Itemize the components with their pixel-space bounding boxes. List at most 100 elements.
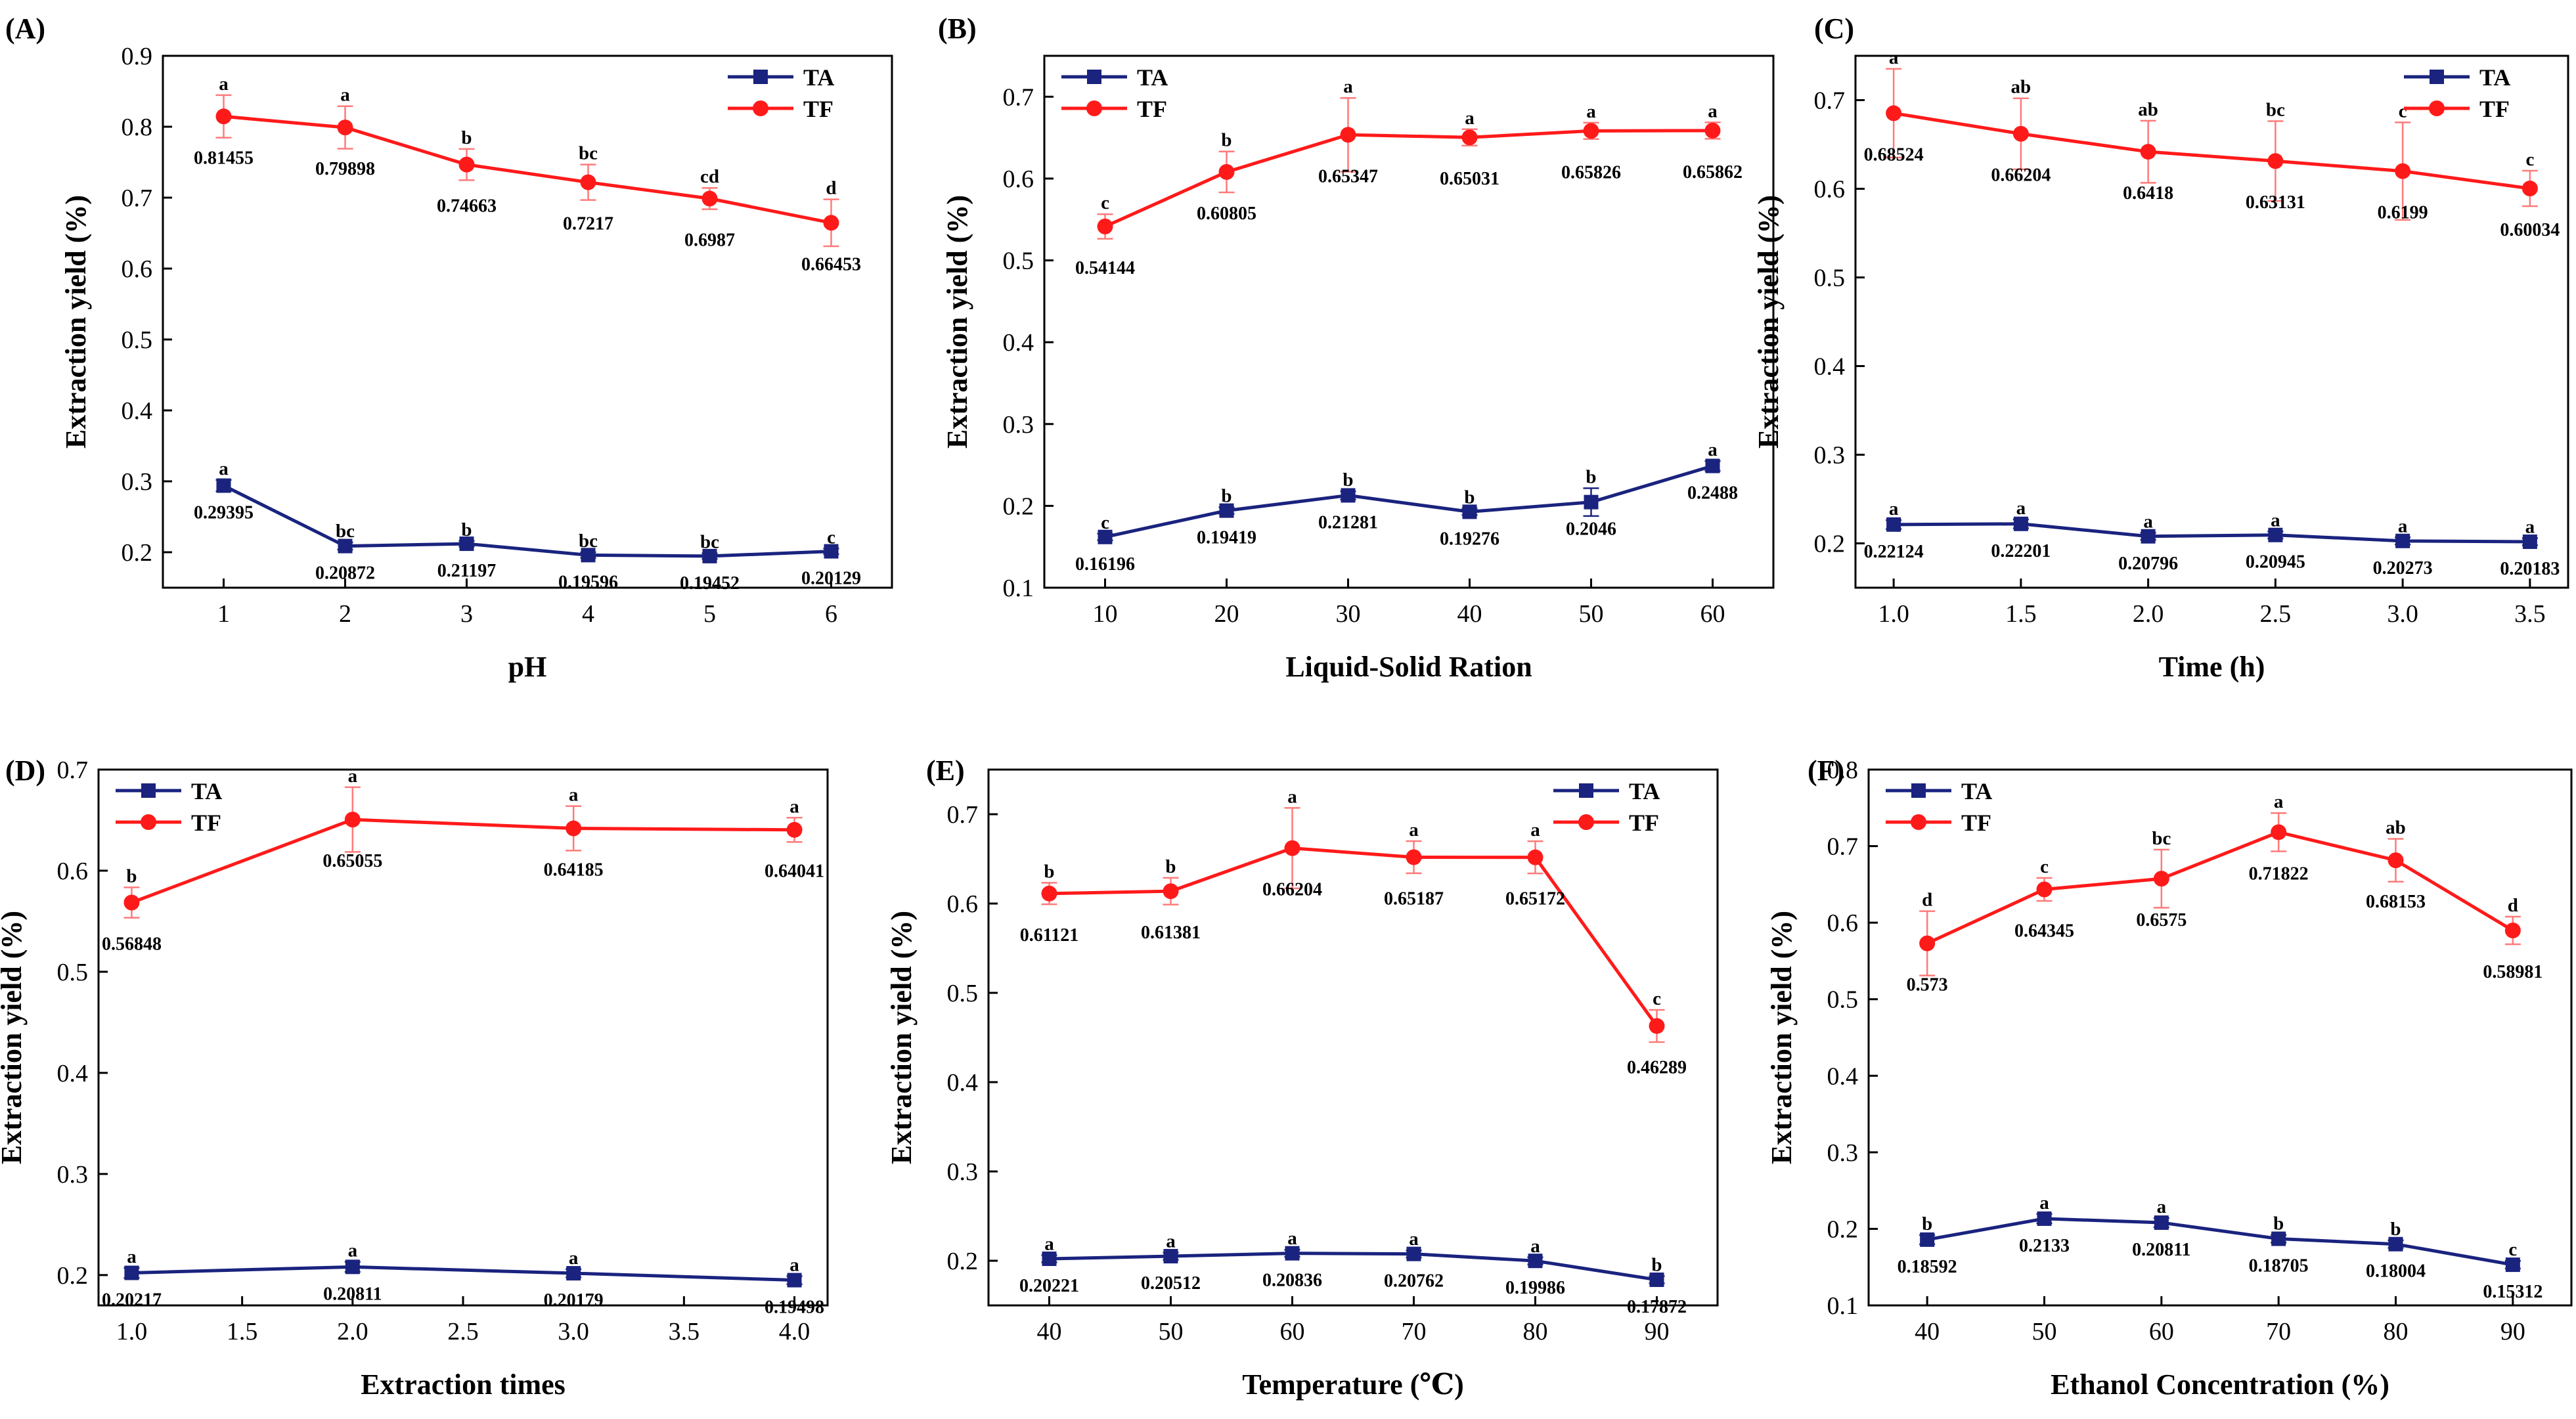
y-tick-label: 0.8	[122, 114, 153, 141]
significance-letter-ta: a	[1287, 1228, 1297, 1249]
data-label-ta: 0.2046	[1566, 519, 1616, 540]
x-tick-label: 40	[1037, 1318, 1062, 1345]
significance-letter-ta: a	[2271, 510, 2280, 531]
x-tick-label: 40	[1915, 1318, 1940, 1345]
data-label-tf: 0.68524	[1864, 144, 1924, 165]
significance-letter-ta: a	[219, 458, 229, 479]
data-label-ta: 0.2133	[2019, 1236, 2070, 1256]
significance-letter-ta: a	[1409, 1229, 1419, 1250]
significance-letter-ta: b	[1221, 486, 1232, 507]
y-axis-title: Extraction yield (%)	[60, 195, 92, 448]
point-tf	[1340, 127, 1356, 143]
data-label-ta: 0.20512	[1141, 1273, 1201, 1294]
significance-letter-tf: b	[1221, 130, 1232, 151]
x-tick-label: 6	[825, 600, 837, 628]
point-tf	[1284, 840, 1300, 856]
y-tick-label: 0.2	[1003, 492, 1034, 520]
x-axis-title: Temperature (℃)	[1242, 1368, 1463, 1401]
significance-letter-tf: cd	[700, 166, 719, 187]
point-ta	[1886, 517, 1901, 532]
point-tf	[1583, 123, 1599, 139]
point-ta	[1649, 1272, 1664, 1287]
significance-letter-ta: a	[2398, 515, 2408, 536]
x-tick-label: 5	[703, 600, 716, 628]
data-label-ta: 0.18004	[2366, 1261, 2426, 1282]
x-tick-label: 90	[1645, 1318, 1670, 1345]
data-label-ta: 0.20762	[1384, 1271, 1444, 1292]
data-label-tf: 0.65826	[1561, 162, 1621, 183]
y-axis-title: Extraction yield (%)	[1752, 195, 1785, 448]
x-tick-label: 80	[2384, 1318, 2409, 1345]
significance-letter-ta: b	[1343, 469, 1353, 491]
x-tick-label: 1.0	[116, 1318, 148, 1345]
y-tick-label: 0.5	[57, 959, 89, 986]
significance-letter-ta: a	[348, 1240, 358, 1261]
data-label-tf: 0.6575	[2136, 910, 2187, 930]
x-tick-label: 2.5	[447, 1318, 479, 1345]
data-label-tf: 0.65055	[322, 851, 382, 871]
significance-letter-ta: c	[2508, 1239, 2517, 1260]
legend-label-tf: TF	[191, 810, 221, 836]
point-tf	[1163, 883, 1179, 900]
significance-letter-ta: b	[1922, 1213, 1932, 1234]
point-ta	[1098, 529, 1113, 544]
data-label-tf: 0.6418	[2123, 183, 2173, 204]
legend-marker-ta	[1911, 783, 1926, 798]
y-tick-label: 0.6	[1827, 909, 1859, 937]
series-line-ta	[223, 484, 832, 558]
plot-frame	[1854, 55, 2569, 589]
significance-letter-tf: ab	[2386, 817, 2406, 838]
point-ta	[124, 1265, 139, 1280]
y-tick-label: 0.1	[1827, 1292, 1859, 1320]
y-tick-label: 0.7	[1814, 87, 1846, 115]
legend-label-ta: TA	[191, 778, 222, 804]
significance-letter-tf: c	[1101, 192, 1109, 213]
series-line-ta	[1926, 1217, 2514, 1267]
x-tick-label: 50	[1159, 1318, 1184, 1345]
data-label-ta: 0.20945	[2246, 552, 2305, 573]
significance-letter-tf: bc	[579, 143, 598, 164]
data-label-tf: 0.81455	[194, 148, 254, 168]
data-label-ta: 0.22201	[1991, 541, 2051, 561]
point-tf	[2504, 923, 2521, 939]
data-label-ta: 0.19498	[765, 1298, 824, 1318]
point-ta	[2154, 1215, 2169, 1230]
y-tick-label: 0.4	[57, 1060, 89, 1087]
legend-label-tf: TF	[1629, 810, 1659, 836]
y-tick-label: 0.5	[1814, 265, 1846, 292]
data-label-tf: 0.6987	[684, 230, 735, 250]
point-tf	[566, 820, 582, 837]
significance-letter-ta: a	[1044, 1234, 1054, 1255]
series-line-tf	[1893, 111, 2531, 190]
data-label-tf: 0.573	[1907, 975, 1948, 995]
point-ta	[2141, 529, 2156, 544]
point-ta	[787, 1273, 802, 1288]
y-tick-label: 0.6	[1003, 165, 1034, 193]
significance-letter-ta: a	[1530, 1236, 1540, 1257]
data-label-tf: 0.64041	[765, 862, 824, 882]
significance-letter-ta: a	[2143, 511, 2153, 532]
data-label-tf: 0.6199	[2378, 203, 2428, 223]
point-tf	[1406, 849, 1422, 865]
data-label-tf: 0.61381	[1141, 923, 1201, 943]
data-label-tf: 0.56848	[102, 934, 162, 954]
panel-label: (A)	[5, 12, 45, 45]
legend-label-ta: TA	[803, 64, 834, 91]
point-tf	[2271, 824, 2287, 840]
x-tick-label: 80	[1523, 1318, 1548, 1345]
x-tick-label: 3.0	[558, 1318, 589, 1345]
point-ta	[2268, 527, 2283, 542]
legend-marker-tf	[1086, 100, 1102, 116]
legend-marker-ta	[1087, 70, 1101, 84]
data-label-ta: 0.20811	[2132, 1240, 2190, 1260]
legend-marker-tf	[1578, 814, 1594, 830]
point-ta	[1584, 494, 1599, 510]
significance-letter-tf: a	[1530, 819, 1540, 840]
data-label-ta: 0.29395	[194, 503, 254, 523]
significance-letter-tf: c	[2525, 149, 2534, 170]
y-tick-label: 0.3	[57, 1161, 89, 1189]
legend-marker-ta	[2430, 70, 2444, 84]
point-ta	[1219, 503, 1234, 518]
data-label-ta: 0.20183	[2500, 559, 2560, 579]
data-label-ta: 0.20872	[315, 563, 375, 584]
